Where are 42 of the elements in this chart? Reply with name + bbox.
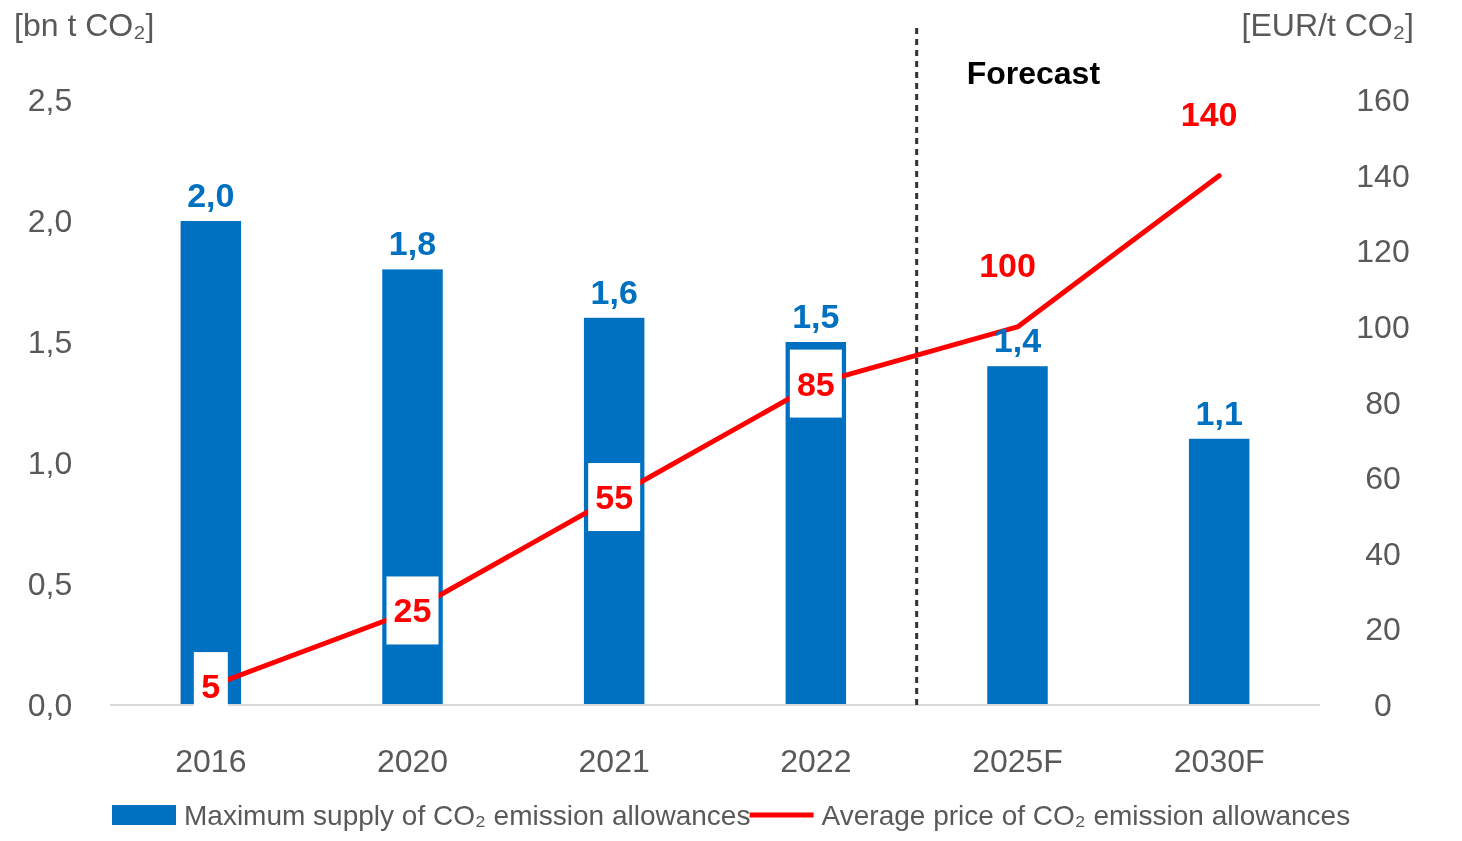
bar — [382, 269, 443, 705]
y2-tick-label: 40 — [1365, 535, 1401, 572]
data-label: 55 — [595, 478, 634, 517]
x-tick-label: 2016 — [175, 743, 247, 779]
data-label: 85 — [796, 364, 835, 403]
y-tick-label: 2,0 — [27, 203, 73, 239]
y2-tick-label: 120 — [1356, 233, 1410, 270]
x-tick-label: 2022 — [780, 743, 852, 779]
data-label: 25 — [393, 591, 432, 630]
x-tick-label: 2030F — [1173, 743, 1265, 779]
legend-label: Maximum supply of CO₂ emission allowances — [184, 800, 751, 831]
y-tick-label: 1,0 — [27, 445, 73, 481]
data-label: 2,0 — [187, 176, 235, 214]
data-label: 5 — [201, 667, 221, 706]
y-tick-label: 2,5 — [27, 82, 73, 118]
y2-tick-label: 0 — [1374, 687, 1392, 723]
data-label: 100 — [979, 245, 1036, 284]
data-label: 1,8 — [388, 224, 437, 263]
y2-axis-title: [EUR/t CO₂] — [1241, 7, 1414, 43]
data-label: 1,5 — [792, 297, 840, 335]
data-label: 1,1 — [1195, 393, 1243, 432]
y2-tick-label: 100 — [1356, 308, 1410, 345]
y2-tick-label: 60 — [1365, 460, 1401, 497]
y-tick-label: 0,0 — [27, 687, 73, 723]
data-label: 1,6 — [590, 272, 638, 311]
bar — [180, 221, 242, 705]
y-axis-title: [bn t CO₂] — [14, 7, 155, 43]
data-label: 140 — [1180, 94, 1238, 133]
y-tick-label: 0,5 — [27, 566, 73, 602]
x-tick-label: 2020 — [376, 743, 449, 779]
x-tick-label: 2025F — [972, 743, 1063, 779]
y2-tick-label: 20 — [1365, 611, 1401, 648]
bar — [987, 366, 1048, 705]
data-label: 1,4 — [993, 321, 1042, 360]
x-tick-label: 2021 — [578, 743, 650, 779]
y2-tick-label: 160 — [1356, 82, 1410, 118]
legend-label: Average price of CO₂ emission allowances — [821, 800, 1351, 831]
y2-tick-label: 80 — [1365, 384, 1401, 421]
y-tick-label: 1,5 — [27, 324, 73, 360]
text: Forecast — [966, 55, 1101, 91]
y2-tick-label: 140 — [1356, 157, 1410, 194]
bar — [1188, 438, 1250, 705]
